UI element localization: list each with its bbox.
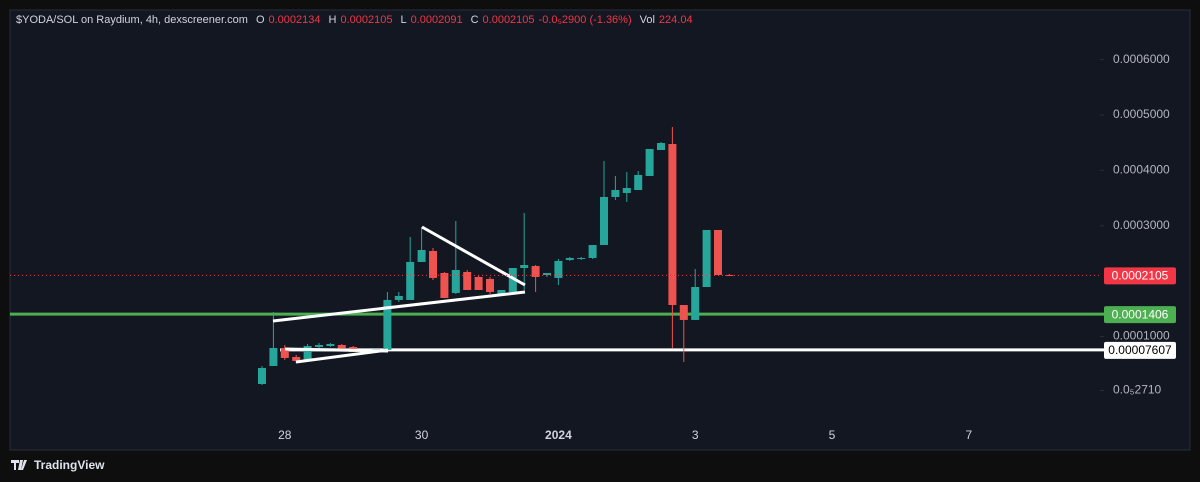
candle-body	[315, 344, 323, 347]
trend-drawings	[272, 225, 526, 364]
price-tag-label: 0.0001406	[1112, 307, 1169, 321]
x-tick-label: 30	[415, 428, 429, 442]
y-tick-label: 0.0006000	[1113, 52, 1170, 66]
candle-body	[486, 278, 494, 292]
x-tick-label: 5	[829, 428, 836, 442]
x-tick-label: 3	[692, 428, 699, 442]
candle-body	[394, 295, 403, 300]
legend-value: 224.04	[658, 14, 693, 26]
trend-line	[295, 348, 389, 364]
symbol-title: $YODA/SOL on Raydium, 4h, dexscreener.co…	[16, 14, 248, 26]
candle-body	[406, 261, 415, 300]
legend-key: Vol	[639, 14, 655, 26]
candle-body	[520, 265, 529, 268]
x-tick-label: 28	[278, 428, 292, 442]
legend-value: 0.0002091	[410, 14, 463, 26]
logo	[11, 460, 27, 470]
candle-body	[702, 229, 711, 287]
candle-body	[463, 271, 472, 290]
candle-body	[577, 257, 586, 259]
y-tick-label: 0.0005000	[1113, 107, 1170, 121]
candle-body	[600, 196, 608, 246]
price-tag	[1104, 306, 1176, 324]
candle-body	[417, 249, 426, 262]
trend-line	[272, 290, 526, 323]
price-tag	[1104, 341, 1176, 359]
footer: TradingView	[10, 458, 104, 472]
y-tick-label: 0.0003000	[1113, 218, 1170, 232]
candle-body	[611, 189, 620, 197]
candle-body	[258, 367, 266, 384]
candle-body	[691, 286, 700, 320]
candle-body	[292, 356, 301, 361]
candle-body	[657, 143, 665, 150]
candle-body	[383, 299, 392, 350]
legend-key: L	[400, 14, 407, 26]
candle-body	[554, 260, 563, 278]
candle-body	[451, 269, 460, 293]
legend-value: 0.0002105	[482, 14, 535, 26]
candle-body	[280, 347, 289, 358]
y-tick-label: 0.0001000	[1113, 329, 1170, 343]
legend-header: $YODA/SOL on Raydium, 4h, dexscreener.co…	[16, 14, 693, 26]
legend-value: 0.0002105	[340, 14, 393, 26]
candle-body	[269, 347, 278, 366]
candle-body	[588, 245, 597, 258]
candle-body	[508, 267, 517, 292]
legend-value: 0.0002134	[268, 14, 321, 26]
candle-body	[543, 272, 551, 275]
y-tick-label: 0.0004000	[1113, 163, 1170, 177]
price-tag	[1104, 267, 1176, 285]
candle-body	[531, 265, 540, 277]
candle-body	[679, 304, 688, 320]
candle-body	[622, 187, 631, 193]
candle-body	[326, 343, 335, 346]
candle-body	[429, 250, 437, 278]
candle-body	[440, 272, 449, 298]
candle-body	[645, 148, 654, 176]
trend-line	[284, 347, 389, 353]
candle-body	[337, 344, 346, 350]
legend-key: O	[255, 14, 265, 26]
brand: TradingView	[34, 458, 105, 472]
legend-key: C	[470, 14, 479, 26]
candle-body	[634, 174, 643, 190]
x-tick-label: 2024	[545, 428, 572, 442]
y-tick-label: 0.0₅2710	[1113, 383, 1162, 397]
candle-body	[474, 276, 483, 290]
legend-value: -0.0₅2900 (-1.36%)	[538, 14, 632, 26]
candle-body	[714, 229, 722, 275]
candle-body	[303, 345, 312, 360]
price-tag-label: 0.0002105	[1112, 269, 1169, 283]
candle-body	[497, 289, 506, 294]
candle-body	[668, 144, 677, 305]
legend-key: H	[328, 14, 337, 26]
x-tick-label: 7	[965, 428, 972, 442]
candle-body	[565, 257, 574, 260]
candle-body	[725, 274, 734, 276]
price-tag-label: 0.00007607	[1108, 343, 1172, 357]
trend-line	[421, 225, 526, 287]
